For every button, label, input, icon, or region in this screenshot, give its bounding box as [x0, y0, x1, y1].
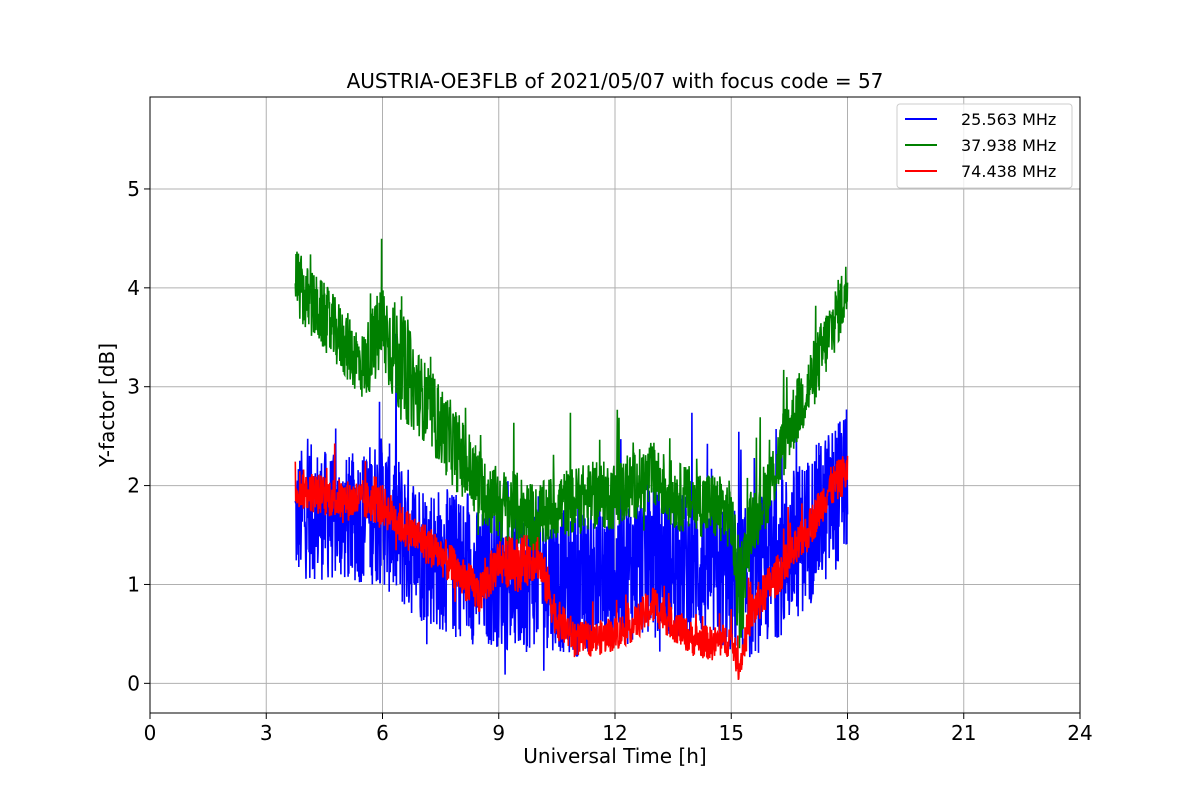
series-layer	[294, 238, 849, 680]
x-tick-label: 24	[1067, 721, 1092, 745]
series-line	[294, 238, 849, 649]
series-line	[294, 333, 849, 675]
y-tick-label: 0	[127, 671, 140, 695]
legend: 25.563 MHz 37.938 MHz 74.438 MHz	[896, 103, 1073, 189]
y-tick-label: 5	[127, 177, 140, 201]
x-tick-label: 15	[719, 721, 744, 745]
x-tick-label: 21	[951, 721, 976, 745]
y-tick-label: 3	[127, 375, 140, 399]
y-tick-label: 4	[127, 276, 140, 300]
y-axis-label: Y-factor [dB]	[95, 343, 119, 468]
series-line	[294, 443, 849, 680]
x-tick-label: 9	[492, 721, 505, 745]
x-tick-label: 12	[602, 721, 627, 745]
x-tick-label: 18	[835, 721, 860, 745]
x-tick-label: 3	[260, 721, 273, 745]
y-tick-label: 1	[127, 572, 140, 596]
chart-title: AUSTRIA-OE3FLB of 2021/05/07 with focus …	[347, 69, 884, 93]
legend-label: 37.938 MHz	[961, 136, 1056, 155]
legend-label: 74.438 MHz	[961, 162, 1056, 181]
legend-label: 25.563 MHz	[961, 110, 1056, 129]
y-tick-label: 2	[127, 474, 140, 498]
legend-box	[896, 103, 1073, 189]
x-tick-label: 0	[144, 721, 157, 745]
x-tick-label: 6	[376, 721, 389, 745]
x-axis-label: Universal Time [h]	[523, 744, 706, 768]
